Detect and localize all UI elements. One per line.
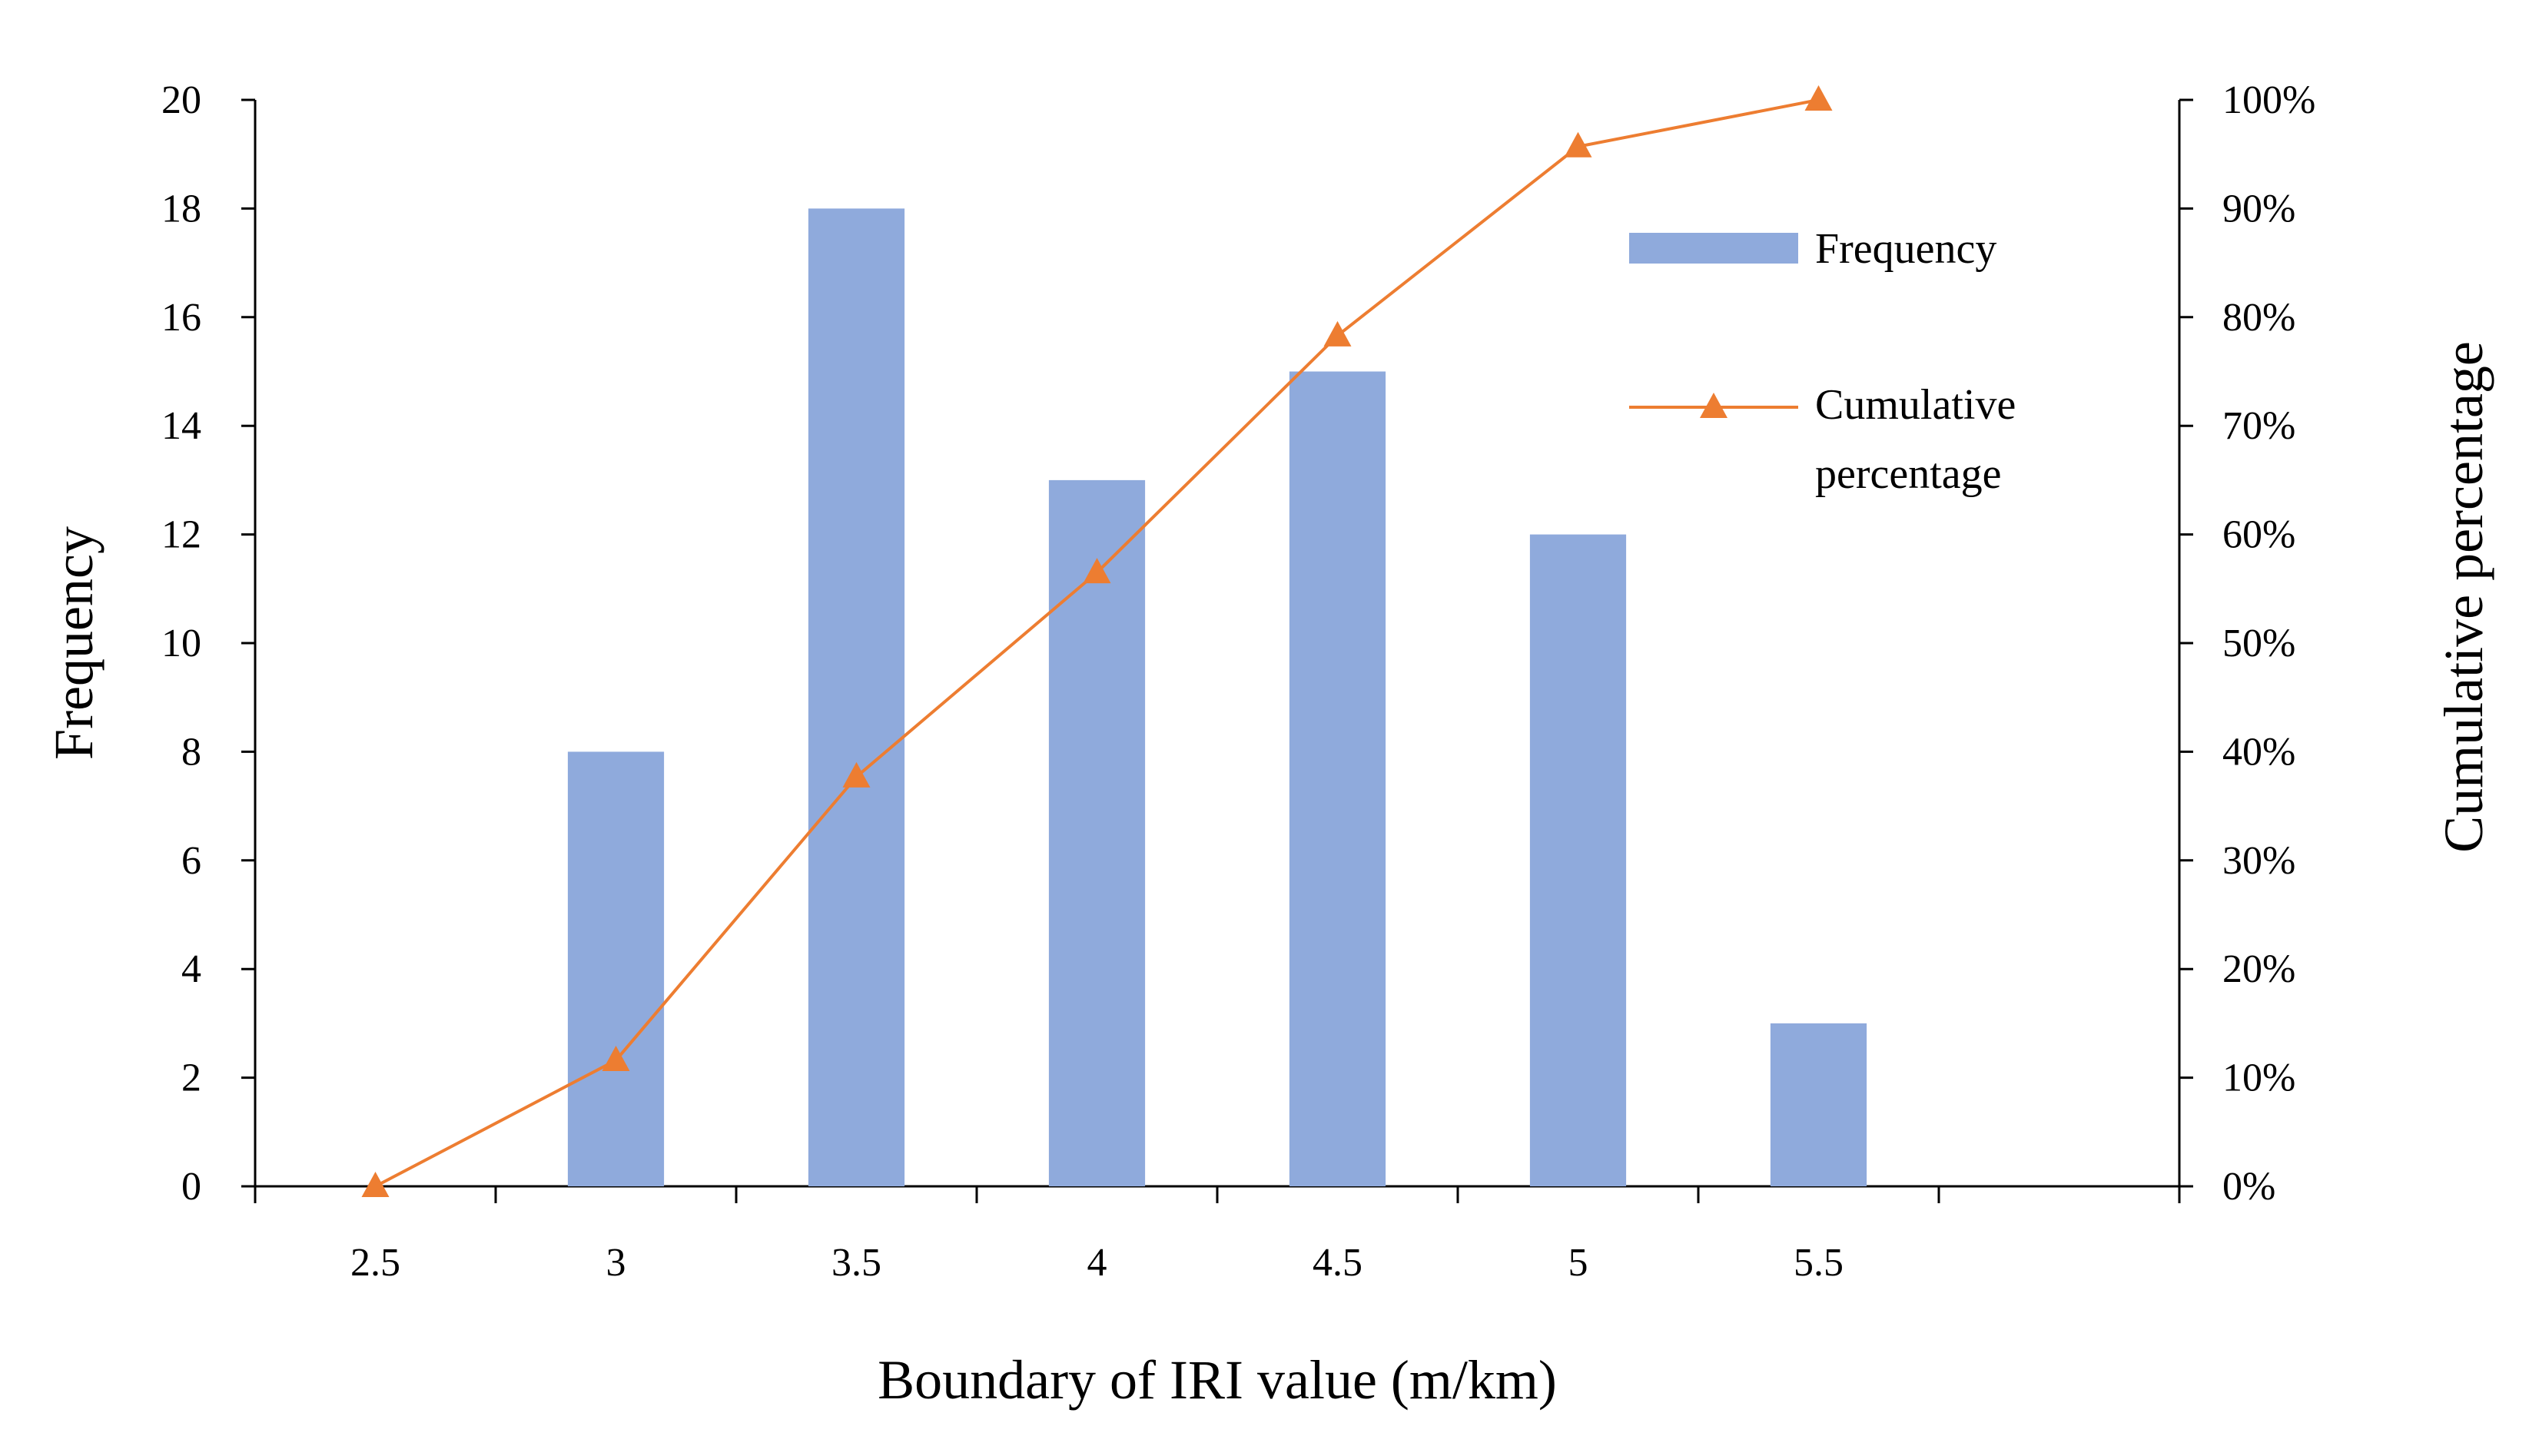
x-tick-label: 2.5 xyxy=(350,1241,400,1285)
y2-tick-label: 40% xyxy=(2222,730,2295,774)
y-tick-label: 14 xyxy=(161,404,201,448)
y-axis-title: Frequency xyxy=(43,526,105,760)
bar xyxy=(1048,479,1146,1186)
bar xyxy=(1770,1023,1867,1186)
line-point xyxy=(361,1172,390,1197)
y2-tick-label: 80% xyxy=(2222,296,2295,340)
x-tick-label: 3 xyxy=(606,1241,626,1285)
y2-tick-label: 10% xyxy=(2222,1056,2295,1100)
line-point xyxy=(842,761,871,788)
frequency-bars xyxy=(567,208,1867,1186)
y-tick-label: 4 xyxy=(181,947,201,991)
bar xyxy=(808,208,905,1186)
y2-tick-label: 0% xyxy=(2222,1165,2275,1209)
x-tick-label: 5 xyxy=(1568,1241,1588,1285)
y2-tick-label: 90% xyxy=(2222,187,2295,231)
line-point xyxy=(1804,85,1833,111)
bar xyxy=(567,751,665,1186)
y-tick-label: 6 xyxy=(181,839,201,883)
y-tick-label: 12 xyxy=(161,513,201,557)
y2-axis-title: Cumulative percentage xyxy=(2433,341,2494,853)
line-point xyxy=(602,1045,630,1071)
x-tick-label: 5.5 xyxy=(1794,1241,1844,1285)
legend-triangle-icon xyxy=(1700,393,1727,418)
y2-tick-label: 20% xyxy=(2222,947,2295,991)
y-tick-label: 16 xyxy=(161,296,201,340)
legend-cumulative-label-line2: percentage xyxy=(1815,450,2001,498)
bar xyxy=(1289,371,1386,1186)
line-point xyxy=(1083,558,1111,584)
y-tick-label: 20 xyxy=(161,78,201,122)
tick-labels: 0 2 4 6 8 10 12 14 16 18 20 0% 10% 20% 30% 40% 50% 60% 70%… xyxy=(161,78,2315,1285)
legend-frequency-swatch xyxy=(1629,233,1798,264)
y-tick-label: 2 xyxy=(181,1056,201,1100)
y2-tick-label: 100% xyxy=(2222,78,2315,122)
cumulative-line xyxy=(361,85,1833,1197)
x-tick-label: 3.5 xyxy=(831,1241,881,1285)
bar xyxy=(1529,534,1627,1186)
legend-frequency-label: Frequency xyxy=(1815,225,1996,273)
y2-tick-label: 30% xyxy=(2222,839,2295,883)
y2-tick-label: 70% xyxy=(2222,404,2295,448)
x-tick-label: 4 xyxy=(1087,1241,1107,1285)
y-tick-label: 18 xyxy=(161,187,201,231)
x-axis-title: Boundary of IRI value (m/km) xyxy=(878,1349,1557,1411)
y2-tick-label: 60% xyxy=(2222,513,2295,557)
y-tick-label: 0 xyxy=(181,1165,201,1209)
legend-cumulative-label-line1: Cumulative xyxy=(1815,381,2016,429)
y2-tick-label: 50% xyxy=(2222,622,2295,665)
line-point xyxy=(1323,320,1352,347)
legend: Frequency Cumulative percentage xyxy=(1629,225,2016,498)
y-tick-label: 8 xyxy=(181,730,201,774)
line-point xyxy=(1564,131,1592,158)
y-tick-label: 10 xyxy=(161,622,201,665)
x-tick-label: 4.5 xyxy=(1313,1241,1362,1285)
